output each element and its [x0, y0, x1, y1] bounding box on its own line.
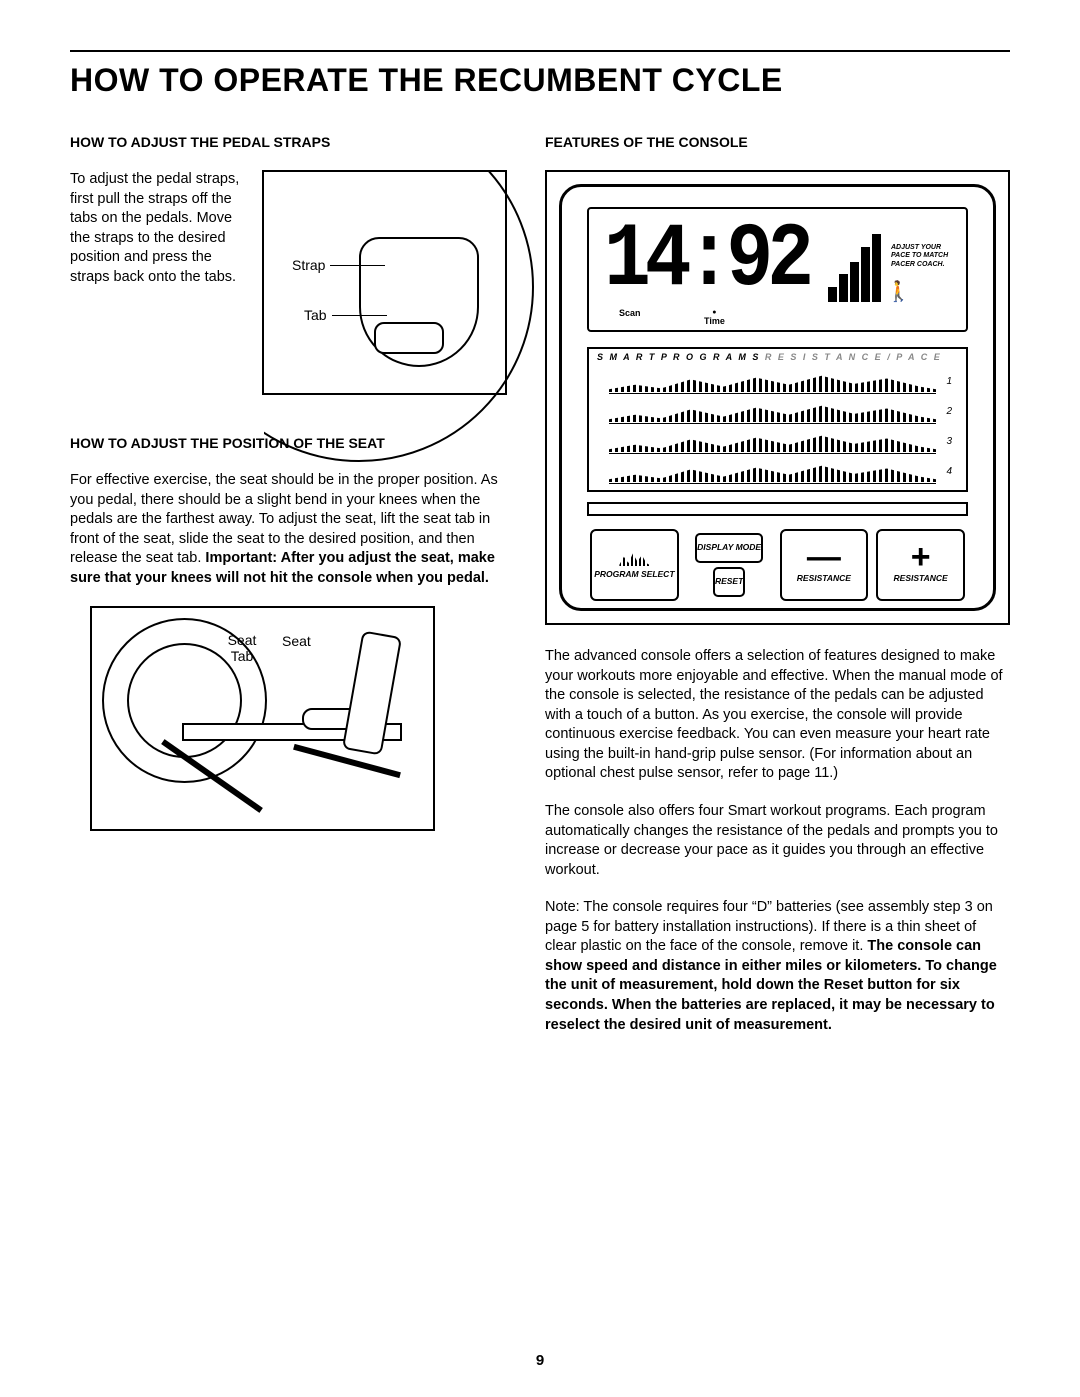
pedal-figure: Strap Tab	[262, 170, 507, 395]
lcd-time-label: Time	[704, 310, 725, 326]
page-number: 9	[0, 1352, 1080, 1369]
top-rule	[70, 50, 1010, 52]
reset-label: RESET	[715, 577, 743, 586]
seat-text: For effective exercise, the seat should …	[70, 471, 515, 588]
minus-sub-label: RESISTANCE	[797, 574, 851, 583]
program-num-2: 2	[946, 406, 952, 417]
program-select-icon	[619, 550, 649, 566]
console-button-row: PROGRAM SELECT DISPLAY MODE RESET — RESI…	[590, 529, 965, 601]
pacer-coach-text: ADJUST YOUR PACE TO MATCH PACER COACH.	[891, 244, 956, 269]
programs-panel: S M A R T P R O G R A M S R E S I S T A …	[587, 347, 968, 492]
lcd-pacer-bars	[826, 234, 886, 304]
tab-leader-line	[332, 315, 387, 316]
program-row-1: 1	[609, 374, 936, 394]
pedal-straps-text: To adjust the pedal straps, first pull t…	[70, 170, 250, 395]
program-select-button[interactable]: PROGRAM SELECT	[590, 529, 679, 601]
tab-label: Tab	[304, 307, 327, 323]
program-row-3: 3	[609, 434, 936, 454]
program-row-4: 4	[609, 464, 936, 484]
console-para-1: The advanced console offers a selection …	[545, 647, 1010, 784]
display-mode-label: DISPLAY MODE	[697, 543, 761, 552]
program-num-4: 4	[946, 466, 952, 477]
resistance-plus-button[interactable]: + RESISTANCE	[876, 529, 965, 601]
display-mode-button[interactable]: DISPLAY MODE	[695, 533, 763, 563]
programs-label-sub: R E S I S T A N C E / P A C E	[760, 352, 941, 362]
console-para-2: The console also offers four Smart worko…	[545, 802, 1010, 880]
console-figure: 14:92 Scan Time 🚶 ADJUST YOUR PACE TO MA…	[545, 170, 1010, 625]
program-row-2: 2	[609, 404, 936, 424]
strap-label: Strap	[292, 257, 325, 273]
reset-button[interactable]: RESET	[713, 567, 745, 597]
page-title: HOW TO OPERATE THE RECUMBENT CYCLE	[70, 62, 1010, 99]
resistance-minus-button[interactable]: — RESISTANCE	[780, 529, 869, 601]
lcd-digits: 14:92	[604, 210, 808, 311]
two-column-layout: HOW TO ADJUST THE PEDAL STRAPS To adjust…	[70, 134, 1010, 1053]
programs-panel-label: S M A R T P R O G R A M S R E S I S T A …	[589, 349, 966, 365]
program-select-label: PROGRAM SELECT	[594, 570, 674, 579]
plus-icon: +	[911, 547, 931, 567]
console-lcd: 14:92 Scan Time 🚶 ADJUST YOUR PACE TO MA…	[587, 207, 968, 332]
programs-label-main: S M A R T P R O G R A M S	[597, 352, 760, 362]
pedal-straps-heading: HOW TO ADJUST THE PEDAL STRAPS	[70, 134, 515, 150]
seat-label: Seat	[282, 633, 311, 649]
right-column: FEATURES OF THE CONSOLE 14:92 Scan Time …	[545, 134, 1010, 1053]
console-shell: 14:92 Scan Time 🚶 ADJUST YOUR PACE TO MA…	[559, 184, 996, 611]
console-heading: FEATURES OF THE CONSOLE	[545, 134, 1010, 150]
lcd-scan-label: Scan	[619, 308, 641, 318]
mode-reset-stack: DISPLAY MODE RESET	[687, 529, 772, 601]
pedal-section: To adjust the pedal straps, first pull t…	[70, 170, 515, 395]
left-column: HOW TO ADJUST THE PEDAL STRAPS To adjust…	[70, 134, 515, 1053]
program-num-1: 1	[946, 376, 952, 387]
seat-figure: Seat Tab Seat	[90, 606, 435, 831]
console-divider	[587, 502, 968, 516]
pacer-person-icon: 🚶	[886, 279, 911, 304]
seat-tab-label: Seat Tab	[222, 633, 262, 664]
console-para-3: Note: The console requires four “D” batt…	[545, 898, 1010, 1035]
program-num-3: 3	[946, 436, 952, 447]
pedal-shape	[374, 322, 444, 354]
strap-leader-line	[330, 265, 385, 266]
minus-icon: —	[807, 547, 841, 567]
plus-sub-label: RESISTANCE	[894, 574, 948, 583]
